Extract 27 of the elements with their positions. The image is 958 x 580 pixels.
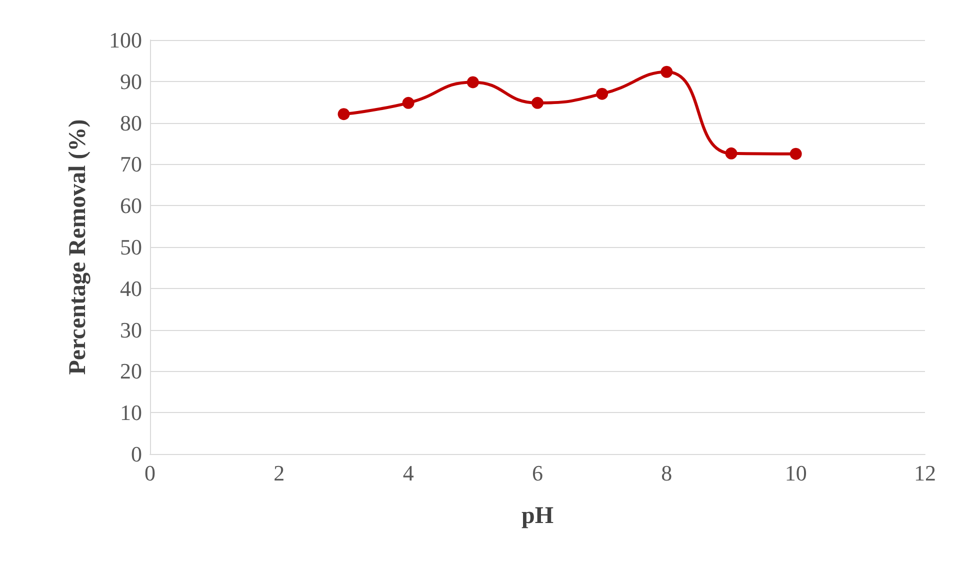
- point: [596, 88, 608, 100]
- point: [660, 66, 673, 78]
- point: [725, 147, 738, 160]
- y-tick-label: 60: [120, 193, 142, 218]
- x-tick-label: 6: [532, 460, 543, 486]
- y-tick-label: 0: [131, 442, 142, 466]
- x-tick-label: 2: [274, 460, 285, 486]
- point: [790, 148, 802, 160]
- x-tick-label: 10: [784, 460, 807, 486]
- point: [532, 96, 544, 109]
- y-tick-label: 70: [120, 152, 142, 177]
- x-tick-label: 4: [402, 460, 414, 486]
- x-axis-title: pH: [521, 503, 554, 529]
- y-tick-label: 100: [109, 28, 142, 52]
- y-tick-label: 90: [120, 68, 142, 94]
- point: [402, 96, 414, 109]
- x-tick-label: 12: [914, 460, 936, 486]
- y-tick-label: 10: [120, 400, 142, 426]
- point: [338, 108, 350, 120]
- x-tick-label: 8: [661, 460, 672, 486]
- y-tick-label: 40: [120, 276, 142, 301]
- y-tick-label: 30: [120, 317, 142, 342]
- point: [466, 76, 479, 88]
- y-tick-label: 80: [120, 110, 142, 136]
- y-axis-title: Percentage Removal (%): [65, 119, 91, 375]
- y-tick-label: 50: [120, 234, 142, 260]
- y-tick-label: 20: [120, 358, 142, 384]
